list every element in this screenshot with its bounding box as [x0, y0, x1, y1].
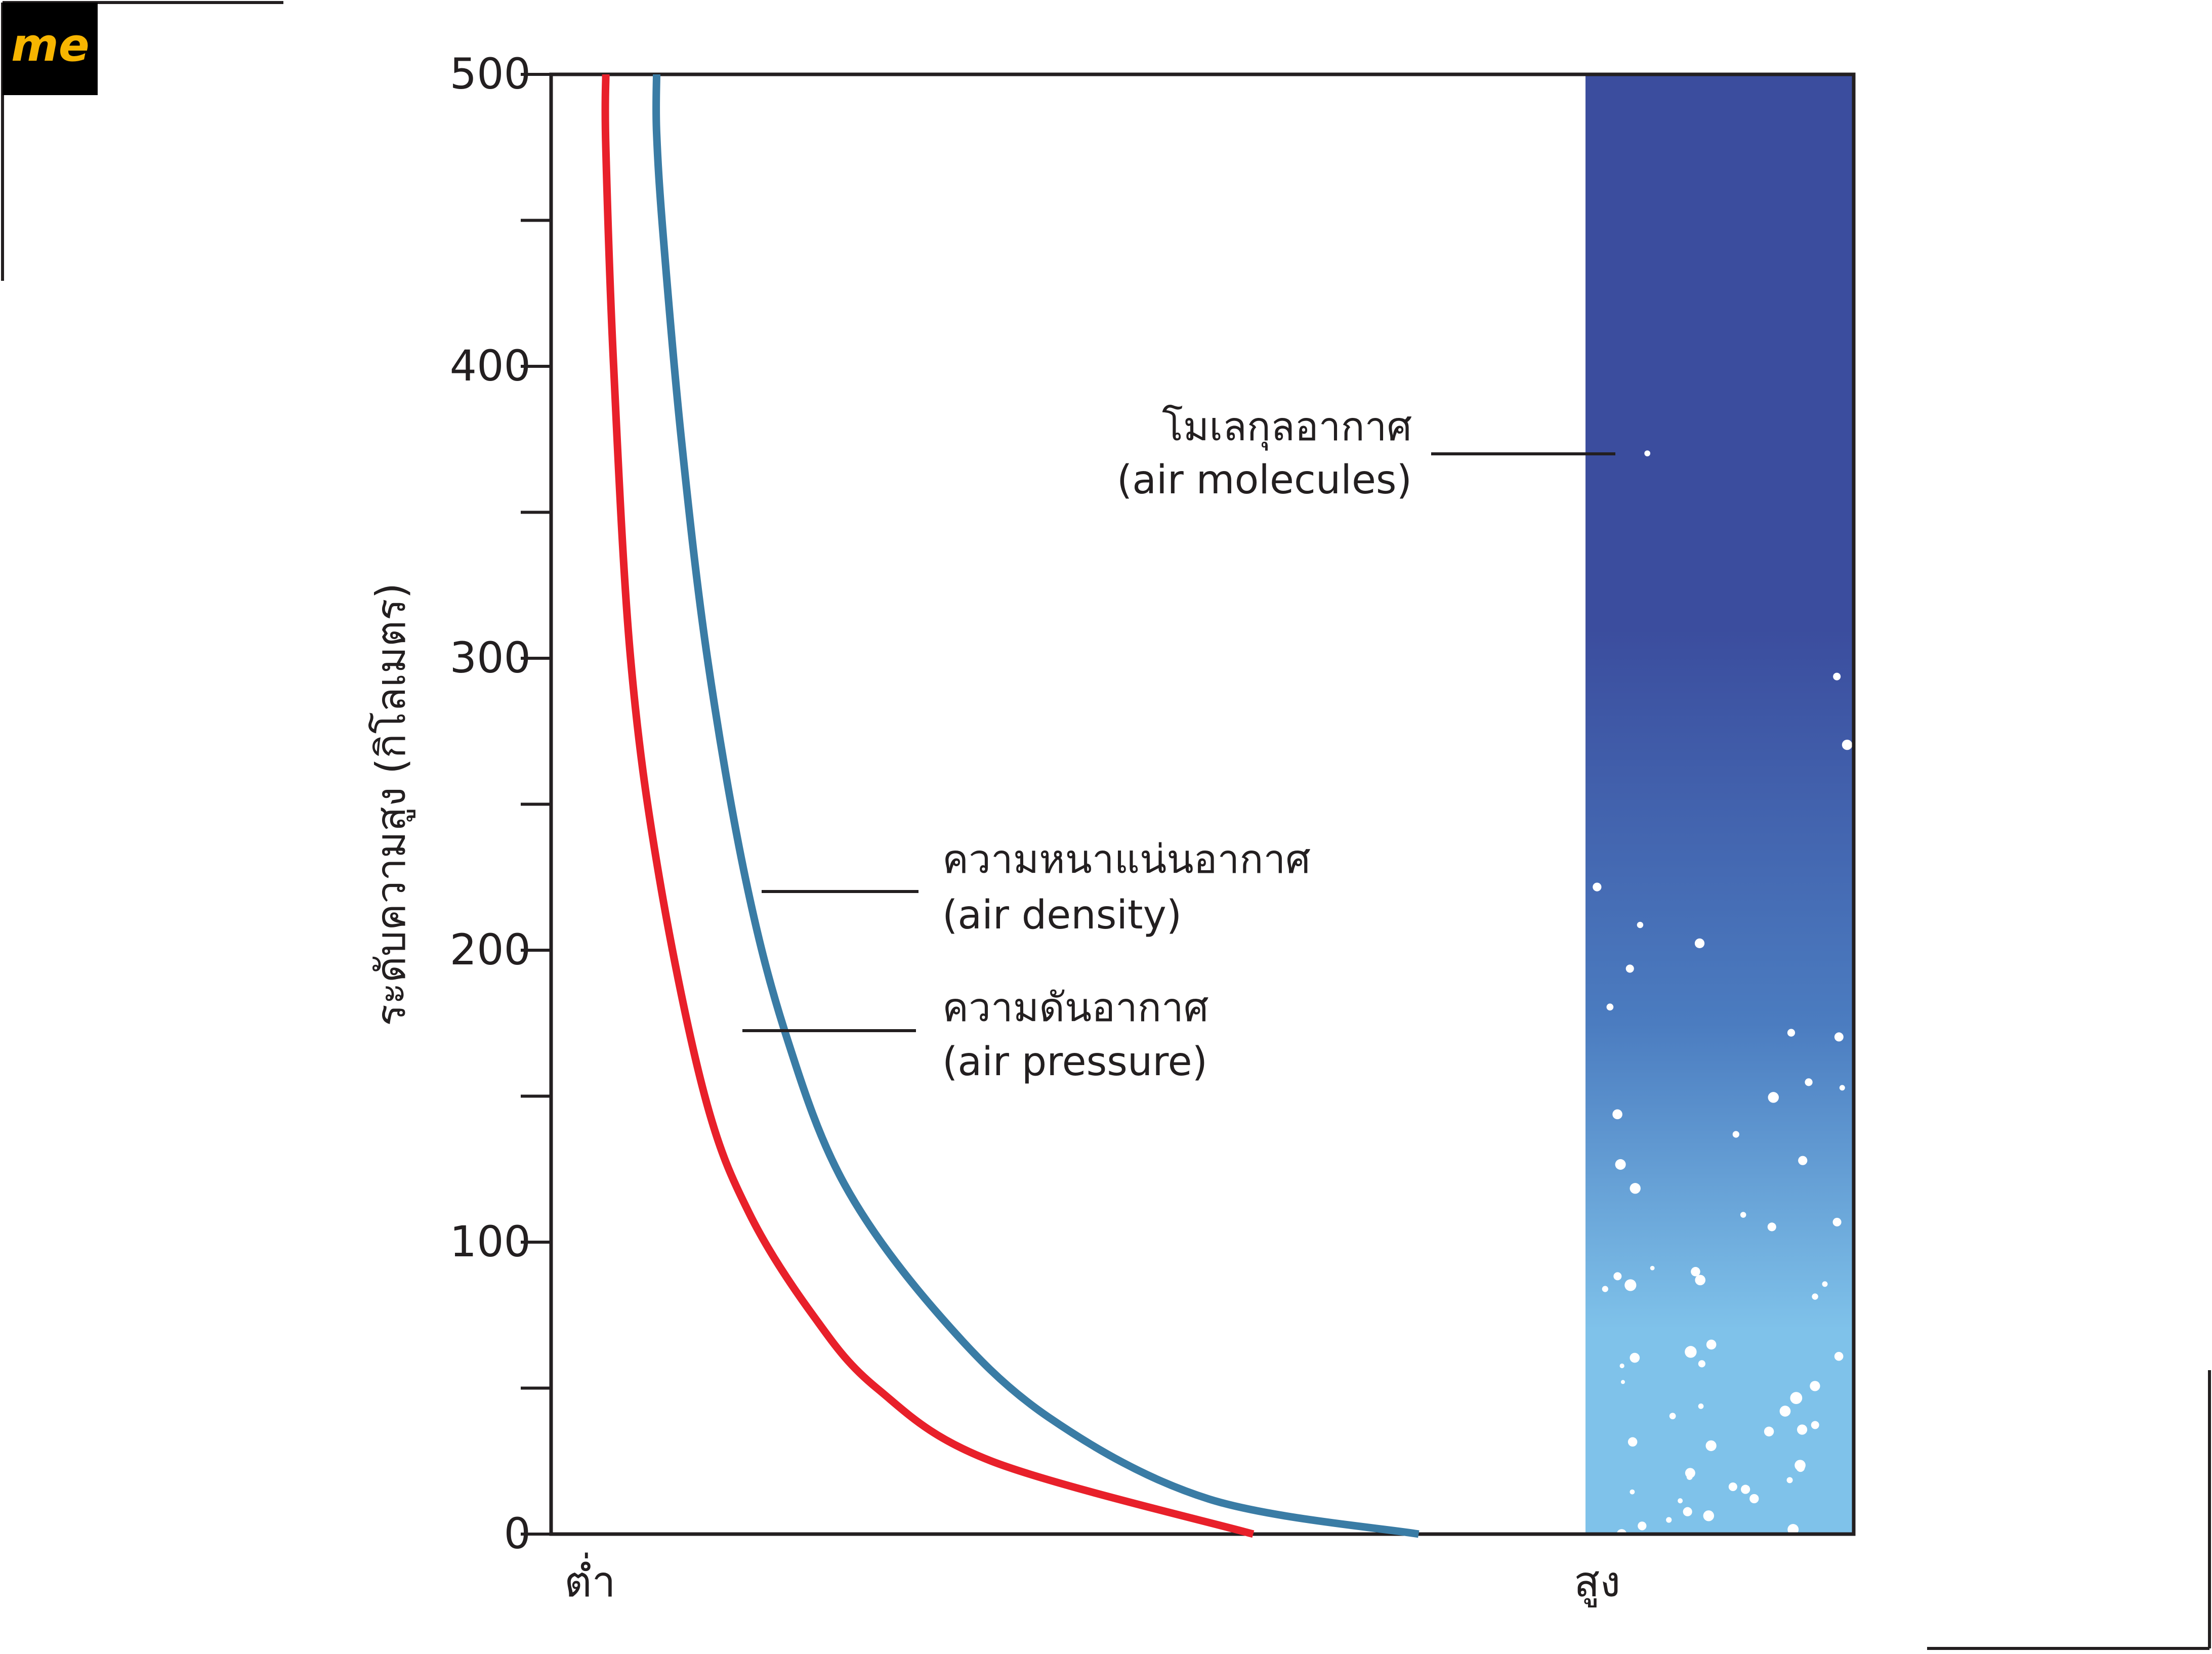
- air-molecule-dot: [1790, 1392, 1803, 1405]
- y-tick-label: 500: [450, 49, 531, 99]
- pressure-label-en: (air pressure): [942, 1039, 1207, 1085]
- air-molecule-dot: [1796, 1463, 1805, 1472]
- air-molecule-dot: [1606, 1003, 1614, 1011]
- air-molecule-dot: [1787, 1524, 1799, 1534]
- air-molecule-dot: [1832, 1217, 1842, 1226]
- annotation-leaders: [742, 452, 1615, 1032]
- air-molecule-dot: [1810, 1381, 1820, 1391]
- air-molecule-dot: [1834, 1351, 1844, 1361]
- air-density-line: [652, 74, 1420, 1538]
- x-label-high: สูง: [1574, 1557, 1620, 1607]
- air-molecule-dot: [1749, 1494, 1759, 1504]
- y-tick-label: 200: [450, 925, 531, 974]
- air-molecule-dot: [1615, 1159, 1626, 1170]
- air-molecule-dot: [1786, 1477, 1793, 1483]
- molecules-label-en: (air molecules): [1117, 457, 1412, 503]
- air-molecule-dot: [1637, 921, 1644, 928]
- y-tick-label: 400: [450, 341, 531, 391]
- air-molecule-dot: [1694, 938, 1705, 949]
- air-molecule-dot: [1691, 1267, 1700, 1277]
- logo: me: [3, 3, 98, 95]
- air-molecule-dot: [1741, 1485, 1750, 1494]
- y-tick-label: 100: [450, 1217, 531, 1266]
- air-molecule-dot: [1740, 1212, 1746, 1218]
- y-tick-label: 0: [504, 1509, 531, 1558]
- air-molecule-dot: [1787, 1029, 1796, 1037]
- air-molecule-dot: [1797, 1424, 1808, 1435]
- air-molecule-dot: [1644, 450, 1651, 456]
- air-molecule-dot: [1703, 1510, 1715, 1521]
- air-molecule-dot: [1619, 1363, 1624, 1369]
- air-molecule-dot: [1811, 1421, 1819, 1429]
- air-molecule-dot: [1613, 1272, 1622, 1281]
- air-molecule-dot: [1683, 1507, 1692, 1516]
- air-molecule-dot: [1764, 1426, 1774, 1436]
- molecule-column-background: [1585, 74, 1854, 1534]
- logo-text: me: [11, 19, 90, 72]
- air-molecule-dot: [1593, 882, 1602, 892]
- air-molecule-dot: [1767, 1222, 1776, 1232]
- air-molecule-dot: [1627, 1437, 1638, 1447]
- air-molecule-dot: [1685, 1346, 1697, 1358]
- y-axis-ticks: 0 100 200 300 400 500: [450, 49, 551, 1558]
- y-axis-title: ระดับความสูง (กิโลเมตร): [367, 583, 415, 1026]
- air-molecule-dot: [1630, 1489, 1635, 1495]
- air-molecule-dot: [1602, 1286, 1608, 1292]
- molecules-label-th: โมเลกุลอากาศ: [1162, 404, 1412, 451]
- air-molecule-dot: [1624, 1279, 1637, 1291]
- air-molecule-dot: [1630, 1352, 1640, 1363]
- air-molecule-dot: [1812, 1293, 1818, 1300]
- logo-background: [3, 3, 98, 95]
- air-molecule-dot: [1695, 1275, 1706, 1286]
- air-molecule-dot: [1686, 1474, 1693, 1480]
- air-molecule-dot: [1839, 1085, 1845, 1091]
- air-molecule-dot: [1833, 672, 1841, 681]
- air-molecule-dot: [1842, 739, 1853, 750]
- air-molecule-dot: [1650, 1265, 1655, 1270]
- pressure-label-th: ความดันอากาศ: [942, 985, 1208, 1031]
- air-molecule-dot: [1666, 1517, 1672, 1523]
- air-molecule-dot: [1779, 1406, 1791, 1417]
- air-molecule-dot: [1638, 1521, 1647, 1531]
- density-label-th: ความหนาแน่นอากาศ: [942, 837, 1311, 882]
- air-molecule-dots: [1593, 450, 1853, 1534]
- air-pressure-line: [601, 74, 1255, 1538]
- air-molecule-dot: [1678, 1498, 1683, 1504]
- air-molecule-dot: [1798, 1156, 1808, 1165]
- air-molecule-dot: [1630, 1183, 1641, 1194]
- air-molecule-dot: [1620, 1380, 1625, 1384]
- series-lines: [601, 74, 1420, 1538]
- air-molecule-dot: [1834, 1032, 1844, 1042]
- air-molecule-dot: [1822, 1281, 1828, 1287]
- air-molecule-dot: [1612, 1109, 1622, 1120]
- air-molecule-dot: [1728, 1482, 1737, 1492]
- air-molecule-dot: [1698, 1403, 1704, 1409]
- x-label-low: ต่ำ: [564, 1552, 616, 1606]
- air-molecule-dot: [1706, 1339, 1717, 1350]
- air-molecule-dot: [1698, 1360, 1705, 1368]
- air-molecule-dot: [1805, 1078, 1813, 1086]
- air-molecule-dot: [1625, 964, 1634, 973]
- air-molecules-column: [1585, 74, 1854, 1534]
- y-tick-label: 300: [450, 633, 531, 683]
- density-label-en: (air density): [942, 893, 1182, 938]
- air-molecule-dot: [1732, 1131, 1739, 1138]
- air-molecule-dot: [1705, 1440, 1717, 1451]
- air-molecule-dot: [1669, 1413, 1676, 1420]
- air-molecule-dot: [1768, 1092, 1779, 1103]
